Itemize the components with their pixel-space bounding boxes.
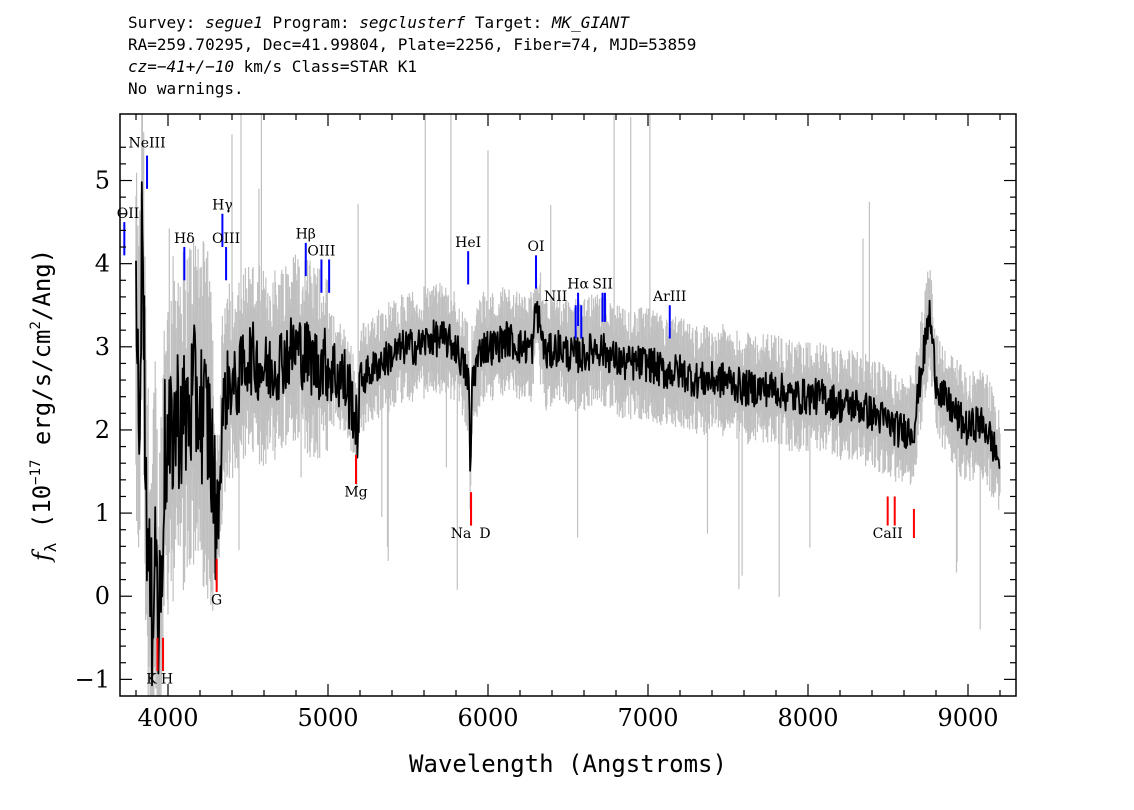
emission-line-label: Hβ (296, 227, 316, 243)
emission-line-label: Hα (567, 277, 589, 293)
target-value: MK_GIANT (551, 13, 629, 32)
y-label-sub: λ (41, 542, 60, 552)
absorption-line-label: H (161, 672, 173, 688)
y-tick-label: 0 (95, 582, 110, 610)
y-label-exp: −17 (28, 460, 44, 485)
emission-line-label: Hγ (212, 198, 233, 214)
header-line-3: cz=−41+/−10 km/s Class=STAR K1 (128, 56, 696, 78)
y-label-rest3: /Ang) (28, 249, 56, 321)
x-axis-ticks: 4000 5000 6000 7000 8000 9000 (135, 114, 1001, 732)
x-tick-label: 8000 (777, 704, 838, 732)
y-tick-label: 1 (95, 499, 110, 527)
header-line-1: Survey: segue1 Program: segclusterf Targ… (128, 12, 696, 34)
survey-label: Survey: (128, 13, 196, 32)
x-tick-label: 9000 (937, 704, 998, 732)
header-line-2: RA=259.70295, Dec=41.99804, Plate=2256, … (128, 35, 697, 54)
flux-series-layer (135, 181, 1001, 687)
y-axis-ticks: −1 0 1 2 3 4 5 (75, 146, 1016, 693)
emission-line-label: OIII (212, 231, 240, 247)
emission-line-label: OII (117, 206, 140, 222)
program-label: Program: (272, 13, 350, 32)
target-label: Target: (474, 13, 543, 32)
y-tick-label: 2 (95, 416, 110, 444)
y-tick-label: 5 (95, 167, 110, 195)
y-axis-label: fλ (10−17 erg/s/cm2/Ang) (28, 249, 60, 563)
emission-line-label: SII (592, 277, 613, 293)
cz-label: cz= (128, 57, 157, 76)
y-label-rest2: erg/s/cm (28, 330, 56, 460)
cz-rest: km/s Class=STAR K1 (233, 57, 417, 76)
absorption-line-label: Mg (344, 484, 367, 500)
absorption-line-label: K (146, 672, 157, 688)
y-label-rest: (10 (28, 485, 56, 543)
flux-line (135, 181, 1001, 687)
program-value: segclusterf (359, 13, 466, 32)
absorption-line-label: CaII (873, 526, 903, 542)
y-tick-label: 3 (95, 333, 110, 361)
x-axis-label: Wavelength (Angstroms) (409, 750, 727, 778)
absorption-line-label: Na (451, 526, 472, 542)
y-tick-label: −1 (75, 665, 110, 693)
cz-value: −41+/−10 (156, 57, 234, 76)
plot-frame (119, 113, 1017, 697)
emission-line-label: NII (544, 289, 567, 305)
emission-line-label: OI (527, 239, 544, 255)
x-tick-label: 5000 (297, 704, 358, 732)
emission-line-label: Hδ (174, 231, 195, 247)
y-label-exp2: 2 (28, 321, 44, 329)
emission-line-label: HeI (455, 235, 481, 251)
spectrum-header: Survey: segue1 Program: segclusterf Targ… (128, 12, 696, 100)
absorption-line-label: D (479, 526, 490, 542)
emission-line-label: NeIII (128, 135, 165, 151)
absorption-line-label: G (211, 593, 222, 609)
header-line-4: No warnings. (128, 79, 244, 98)
x-tick-label: 7000 (617, 704, 678, 732)
survey-value: segue1 (205, 13, 263, 32)
x-tick-label: 4000 (137, 704, 198, 732)
x-tick-label: 6000 (457, 704, 518, 732)
y-tick-label: 4 (95, 250, 110, 278)
emission-line-label: ArIII (652, 289, 686, 305)
emission-line-label: OIII (307, 243, 335, 259)
